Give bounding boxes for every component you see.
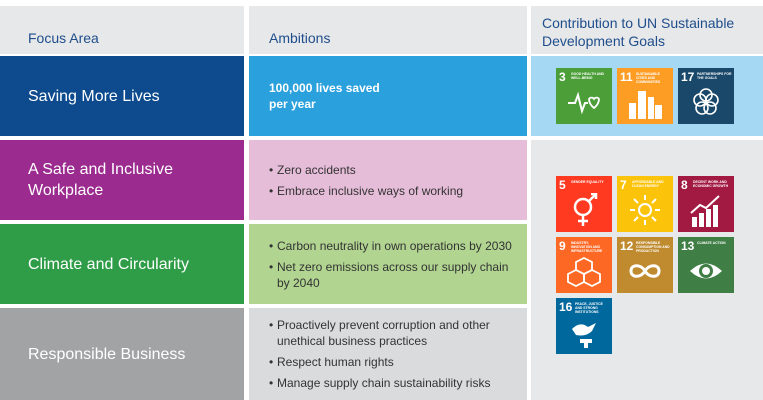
sdg-tile-11: 11 Sustainable cities and communities — [617, 68, 673, 124]
growth-chart-icon — [690, 195, 720, 227]
cubes-icon — [567, 256, 601, 288]
header-ambitions-label: Ambitions — [269, 30, 331, 46]
header-sdg-label: Contribution to UN Sustainable Developme… — [542, 15, 735, 49]
header-sdg: Contribution to UN Sustainable Developme… — [531, 6, 763, 54]
sdg-label: Decent work and economic growth — [693, 180, 729, 188]
ambitions-responsible-business: Proactively prevent corruption and other… — [249, 308, 527, 400]
sdg-tile-8: 8 Decent work and economic growth — [678, 176, 734, 232]
infinity-icon — [629, 264, 661, 278]
ambition-item: Zero accidents — [269, 162, 527, 178]
city-icon — [629, 91, 662, 119]
ambitions-safe-workplace: Zero accidents Embrace inclusive ways of… — [249, 140, 527, 220]
header-focus-area: Focus Area — [0, 6, 244, 54]
ambition-item: Manage supply chain sustainability risks — [269, 375, 527, 391]
sdg-tile-13: 13 Climate action — [678, 237, 734, 293]
focus-saving-more-lives: Saving More Lives — [0, 56, 244, 136]
ambition-item: Carbon neutrality in own operations by 2… — [269, 238, 527, 254]
sdg-tile-9: 9 Industry, innovation and infrastructur… — [556, 237, 612, 293]
header-focus-area-label: Focus Area — [28, 30, 99, 46]
sdg-number: 11 — [620, 70, 633, 84]
sdg-number: 3 — [559, 70, 566, 84]
sdg-number: 8 — [681, 178, 688, 192]
sdg-tile-7: 7 Affordable and clean energy — [617, 176, 673, 232]
dove-gavel-icon — [572, 323, 596, 348]
focus-label: Climate and Circularity — [28, 255, 189, 273]
sdg-number: 17 — [681, 70, 695, 84]
sdg-number: 5 — [559, 178, 566, 192]
focus-climate-circularity: Climate and Circularity — [0, 224, 244, 304]
focus-label: A Safe and Inclusive Workplace — [28, 161, 173, 199]
ambitions-climate: Carbon neutrality in own operations by 2… — [249, 224, 527, 304]
focus-responsible-business: Responsible Business — [0, 308, 244, 400]
sdg-label: Sustainable cities and communities — [636, 72, 661, 84]
focus-label: Saving More Lives — [28, 87, 160, 105]
sdg-number: 7 — [620, 178, 627, 192]
sdg-label: Responsible consumption and production — [636, 241, 670, 253]
sdg-tile-16: 16 Peace, justice and strong institution… — [556, 298, 612, 354]
ambition-item: Net zero emissions across our supply cha… — [269, 259, 509, 291]
sdg-tile-17: 17 Partnerships for the goals — [678, 68, 734, 124]
focus-label: Responsible Business — [28, 345, 186, 363]
sdg-label: Affordable and clean energy — [632, 180, 664, 188]
sdg-label: Good health and well-being — [571, 72, 604, 80]
gender-symbol-icon — [573, 193, 598, 226]
ambition-item: Embrace inclusive ways of working — [269, 183, 527, 199]
sdg-number: 16 — [559, 300, 573, 314]
sdg-label: Climate action — [697, 241, 726, 245]
sdg-label: Gender equality — [571, 180, 604, 184]
sdg-tile-12: 12 Responsible consumption and productio… — [617, 237, 673, 293]
ambitions-saving-more-lives: 100,000 lives saved per year — [249, 56, 527, 136]
sdg-label: Peace, justice and strong institutions — [575, 302, 603, 314]
sdg-tile-3: 3 Good health and well-being — [556, 68, 612, 124]
sdg-tile-5: 5 Gender equality — [556, 176, 612, 232]
sdg-label: Partnerships for the goals — [697, 72, 732, 80]
sdg-number: 9 — [559, 239, 566, 253]
focus-safe-inclusive-workplace: A Safe and Inclusive Workplace — [0, 140, 244, 220]
ambition-text: 100,000 lives saved per year — [269, 81, 380, 111]
sun-power-icon — [630, 195, 660, 225]
eye-globe-icon — [690, 263, 722, 279]
ambition-item: Respect human rights — [269, 354, 527, 370]
partnership-flower-icon — [693, 88, 719, 115]
sdg-label: Industry, innovation and infrastructure — [571, 241, 603, 253]
heartbeat-icon — [568, 91, 600, 115]
ambition-item: Proactively prevent corruption and other… — [269, 317, 504, 349]
sdg-number: 12 — [620, 239, 634, 253]
sdg-number: 13 — [681, 239, 695, 253]
header-ambitions: Ambitions — [249, 6, 527, 54]
